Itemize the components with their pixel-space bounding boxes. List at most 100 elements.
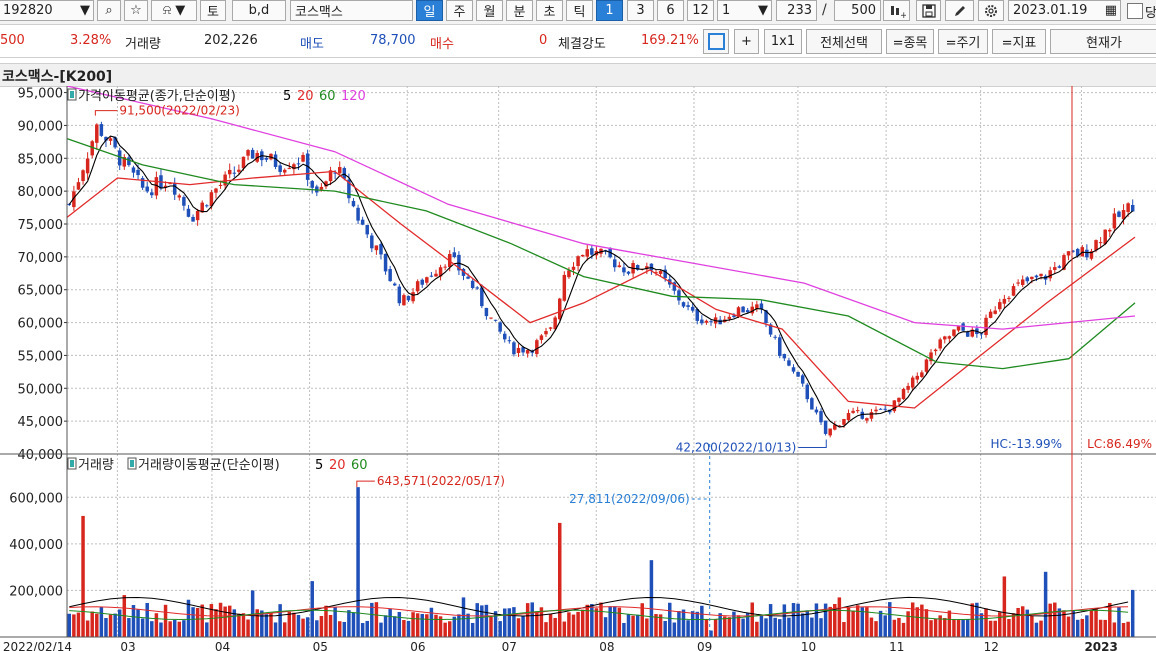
period-tab-label: 일	[423, 5, 436, 20]
layout-1x1-button[interactable]: 1x1	[764, 29, 802, 54]
period-tab-day[interactable]: 일	[416, 0, 443, 21]
chart-grid	[67, 86, 1156, 637]
stock-name-field[interactable]: 코스맥스	[290, 0, 413, 21]
day-toggle-label: 토	[207, 5, 219, 20]
period-tab-label: 주	[453, 5, 466, 20]
volume-bar	[681, 609, 686, 637]
volume-bar	[933, 618, 938, 637]
period-tab-month[interactable]: 월	[476, 0, 503, 21]
period-tab-tick[interactable]: 틱	[566, 0, 593, 21]
count-button-12[interactable]: 12	[687, 0, 714, 21]
volume-bar	[475, 603, 479, 637]
count-select[interactable]: 1 ▼	[717, 0, 772, 21]
candle-body	[516, 347, 521, 354]
volume-bar	[195, 608, 200, 637]
candle-body	[878, 408, 883, 410]
candle-body	[626, 271, 631, 274]
candle-body	[273, 154, 278, 167]
favorite-button[interactable]: ☆	[124, 0, 148, 21]
volume-bar	[828, 606, 832, 637]
volume-bar	[929, 620, 933, 637]
month-tick-label: 2022/02/14	[3, 640, 72, 651]
candle-body	[489, 317, 493, 319]
volume-bar	[947, 610, 952, 637]
candle-body	[99, 124, 104, 136]
candle-body	[214, 188, 218, 193]
volume-bar	[131, 605, 136, 637]
candle-body	[1121, 210, 1126, 220]
add-button[interactable]: +	[734, 29, 759, 54]
bar-count-adjust-button[interactable]: +	[883, 0, 910, 21]
bars-total-input[interactable]: 500	[834, 0, 881, 21]
candle-body	[163, 185, 168, 188]
volume-bar	[558, 522, 562, 637]
candle-body	[168, 183, 172, 185]
candle-body	[195, 210, 200, 221]
volume-bar	[296, 615, 301, 637]
period-tab-label: 초	[543, 5, 556, 20]
volume-bar	[553, 617, 557, 637]
bars-visible-input[interactable]: 233	[776, 0, 817, 21]
volume-bar	[585, 604, 589, 637]
period-tab-week[interactable]: 주	[446, 0, 473, 21]
candle-body	[131, 167, 136, 173]
strength-label: 체결강도	[558, 37, 606, 52]
volume-bar	[356, 487, 360, 637]
candle-body	[920, 372, 924, 377]
stock-code-input[interactable]: 192820 ▼	[0, 0, 94, 21]
same-period-button[interactable]: =주기	[938, 29, 988, 54]
volume-bar	[920, 604, 924, 637]
volume-bar	[686, 620, 690, 637]
volume-value: 202,226	[204, 33, 258, 48]
box-toggle-button[interactable]	[703, 29, 729, 54]
candle-body	[929, 352, 933, 362]
volume-bar	[745, 613, 750, 637]
period-tab-minute[interactable]: 분	[506, 0, 533, 21]
price-tick-label: 95,000	[18, 87, 64, 102]
draw-tool-button[interactable]	[945, 0, 974, 21]
candle-body	[883, 408, 887, 410]
candle-body	[658, 270, 663, 274]
search-button[interactable]: ⌕	[97, 0, 121, 21]
alert-button[interactable]: ⍾ ▼	[151, 0, 197, 21]
stock-chart[interactable]: 95,000 90,000 85,000 80,000 75,000 70,000 65,0…	[0, 86, 1156, 651]
volume-bar	[516, 618, 521, 637]
candle-body	[1103, 229, 1107, 244]
count-button-1[interactable]: 1	[596, 0, 623, 21]
volume-bar	[892, 619, 897, 637]
volume-bar	[594, 608, 599, 637]
candle-body	[910, 377, 915, 388]
same-stock-button[interactable]: =종목	[886, 29, 934, 54]
candle-body	[136, 169, 140, 176]
current-checkbox[interactable]	[1127, 3, 1143, 19]
select-all-button[interactable]: 전체선택	[806, 29, 882, 54]
candle-body	[1020, 279, 1025, 285]
period-tab-label: 분	[513, 5, 526, 20]
chevron-down-icon: ▼	[758, 3, 768, 18]
same-indicator-button[interactable]: =지표	[992, 29, 1046, 54]
date-picker[interactable]: 2023.01.19 ▦	[1008, 0, 1121, 21]
candle-body	[145, 186, 149, 192]
candle-body	[833, 424, 837, 430]
count-button-6[interactable]: 6	[657, 0, 684, 21]
save-button[interactable]	[916, 0, 941, 21]
current-price-button[interactable]: 현재가	[1050, 29, 1156, 54]
period-tab-second[interactable]: 초	[536, 0, 563, 21]
count-button-3[interactable]: 3	[627, 0, 654, 21]
volume-bar	[975, 602, 979, 637]
volume-bar	[443, 622, 447, 637]
volume-bar	[654, 614, 658, 637]
volume-bar	[897, 617, 901, 637]
same-indicator-label: =지표	[1001, 36, 1037, 51]
volume-bar	[956, 619, 961, 637]
candle-body	[965, 332, 970, 337]
day-toggle-button[interactable]: 토	[200, 0, 226, 21]
bid-value: 0	[539, 33, 548, 48]
volume-bar	[645, 618, 649, 637]
candle-body	[1016, 282, 1020, 284]
volume-bar	[814, 603, 819, 637]
settings-button[interactable]	[978, 0, 1004, 21]
volume-bar	[1117, 606, 1121, 637]
volume-bar	[695, 611, 699, 637]
bd-toggle-button[interactable]: b,d	[232, 0, 286, 21]
